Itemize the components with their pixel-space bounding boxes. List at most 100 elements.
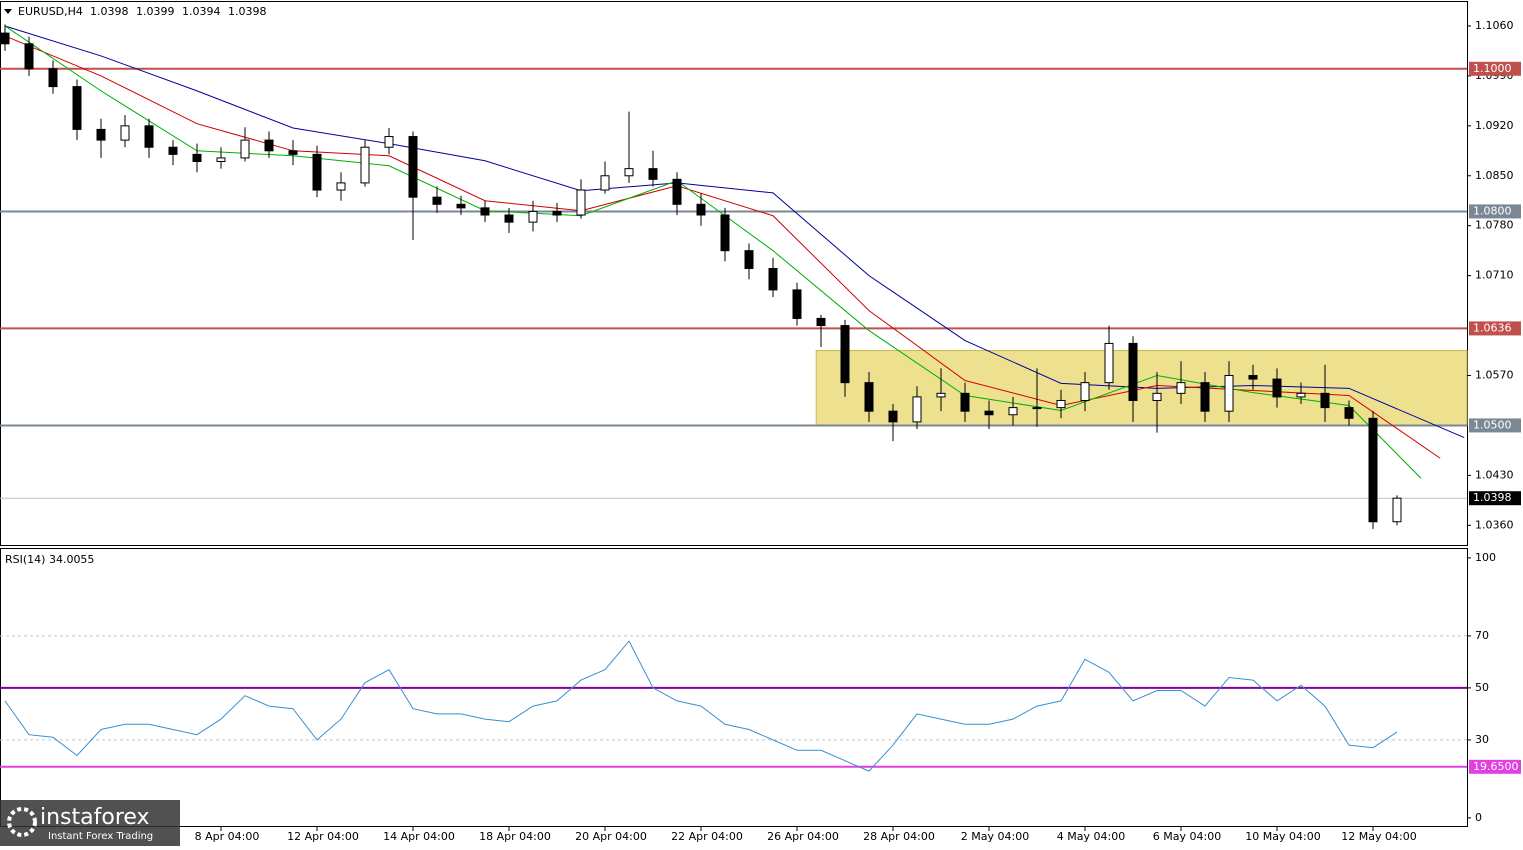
- y-tick-label: 0: [1475, 811, 1482, 824]
- candle-body: [216, 157, 226, 163]
- ohlc-label: 1.0399: [136, 5, 175, 18]
- candle-body: [456, 203, 466, 209]
- candle-body: [1320, 392, 1330, 409]
- ohlc-label: 1.0398: [228, 5, 267, 18]
- candle-body: [1104, 342, 1114, 384]
- candle-body: [840, 325, 850, 384]
- y-tick-label: 30: [1475, 733, 1489, 746]
- candle-body: [144, 125, 154, 148]
- candle-body: [120, 125, 130, 141]
- candle-body: [360, 146, 370, 184]
- candle-body: [1368, 417, 1378, 523]
- logo-bg: [0, 800, 180, 846]
- candle-body: [48, 68, 58, 88]
- x-tick-label: 20 Apr 04:00: [575, 830, 647, 843]
- candle-body: [384, 136, 394, 148]
- y-tick-label: 1.0850: [1475, 169, 1514, 182]
- candle-body: [96, 128, 106, 141]
- candle-body: [288, 150, 298, 155]
- y-tick-label: 50: [1475, 681, 1489, 694]
- y-tick-label: 1.0920: [1475, 119, 1514, 132]
- logo-tagline: Instant Forex Trading: [48, 831, 153, 842]
- candle-body: [24, 43, 34, 70]
- level-label: 1.1000: [1473, 62, 1512, 75]
- candle-body: [264, 139, 274, 152]
- level-label: 19.6500: [1473, 760, 1519, 773]
- level-label-bg: [1469, 321, 1521, 336]
- y-tick-label: 100: [1475, 551, 1496, 564]
- y-tick-label: 1.0430: [1475, 468, 1514, 481]
- candle-body: [624, 168, 634, 177]
- candle-body: [1200, 382, 1210, 412]
- candle-body: [1224, 375, 1234, 412]
- candle-body: [1080, 382, 1090, 401]
- x-tick-label: 12 Apr 04:00: [287, 830, 359, 843]
- logo-icon: [7, 807, 37, 837]
- candle-body: [648, 168, 658, 180]
- candle-body: [576, 189, 586, 216]
- candle-body: [936, 392, 946, 398]
- level-label: 1.0500: [1473, 418, 1512, 431]
- candle-body: [1152, 392, 1162, 401]
- candle-body: [1344, 407, 1354, 419]
- candle-body: [72, 86, 82, 130]
- x-tick-label: 10 May 04:00: [1245, 830, 1320, 843]
- y-tick-label: 1.0570: [1475, 369, 1514, 382]
- level-label: 1.0636: [1473, 321, 1512, 334]
- level-label-bg: [1469, 759, 1521, 774]
- candle-body: [432, 196, 442, 205]
- x-tick-label: 14 Apr 04:00: [383, 830, 455, 843]
- candle-body: [768, 268, 778, 291]
- candle-body: [792, 289, 802, 319]
- y-tick-label: 1.0710: [1475, 269, 1514, 282]
- x-tick-label: 12 May 04:00: [1341, 830, 1416, 843]
- x-tick-label: 28 Apr 04:00: [863, 830, 935, 843]
- panel-frame: [0, 1, 1468, 546]
- level-label-bg: [1469, 204, 1521, 219]
- x-tick-label: 8 Apr 04:00: [195, 830, 260, 843]
- ohlc-label: 1.0398: [90, 5, 129, 18]
- candle-body: [1248, 375, 1258, 380]
- candle-body: [1176, 382, 1186, 394]
- candle-body: [864, 382, 874, 412]
- candle-body: [696, 203, 706, 216]
- candle-body: [672, 178, 682, 205]
- level-label-bg: [1469, 61, 1521, 76]
- candle-body: [912, 396, 922, 423]
- candle-body: [888, 410, 898, 423]
- y-tick-label: 1.0360: [1475, 518, 1514, 531]
- candle-body: [0, 32, 10, 45]
- candle-body: [1008, 407, 1018, 416]
- x-tick-label: 2 May 04:00: [961, 830, 1029, 843]
- candle-body: [1128, 342, 1138, 401]
- level-label-bg: [1469, 418, 1521, 433]
- candle-body: [1032, 407, 1042, 410]
- candle-body: [1392, 497, 1402, 523]
- y-tick-label: 1.0780: [1475, 219, 1514, 232]
- level-label: 1.0800: [1473, 204, 1512, 217]
- x-tick-label: 26 Apr 04:00: [767, 830, 839, 843]
- chart-title: EURUSD,H4: [18, 5, 83, 18]
- candle-body: [336, 182, 346, 191]
- current-price-bg: [1469, 491, 1521, 506]
- candle-body: [504, 214, 514, 223]
- candle-body: [1056, 399, 1066, 409]
- candle-body: [720, 214, 730, 252]
- candle-body: [480, 207, 490, 216]
- rsi-line: [4, 640, 1398, 772]
- indicator-title: RSI(14) 34.0055: [5, 553, 94, 566]
- candle-body: [1272, 378, 1282, 398]
- candle-body: [312, 153, 322, 191]
- candle-body: [528, 210, 538, 223]
- candle-body: [168, 146, 178, 155]
- logo-name: instaforex: [40, 805, 150, 830]
- x-tick-label: 22 Apr 04:00: [671, 830, 743, 843]
- y-tick-label: 1.1060: [1475, 19, 1514, 32]
- candle-body: [192, 153, 202, 163]
- menu-arrow: [4, 9, 12, 14]
- candle-body: [984, 410, 994, 416]
- x-tick-label: 6 May 04:00: [1153, 830, 1221, 843]
- x-tick-label: 4 May 04:00: [1057, 830, 1125, 843]
